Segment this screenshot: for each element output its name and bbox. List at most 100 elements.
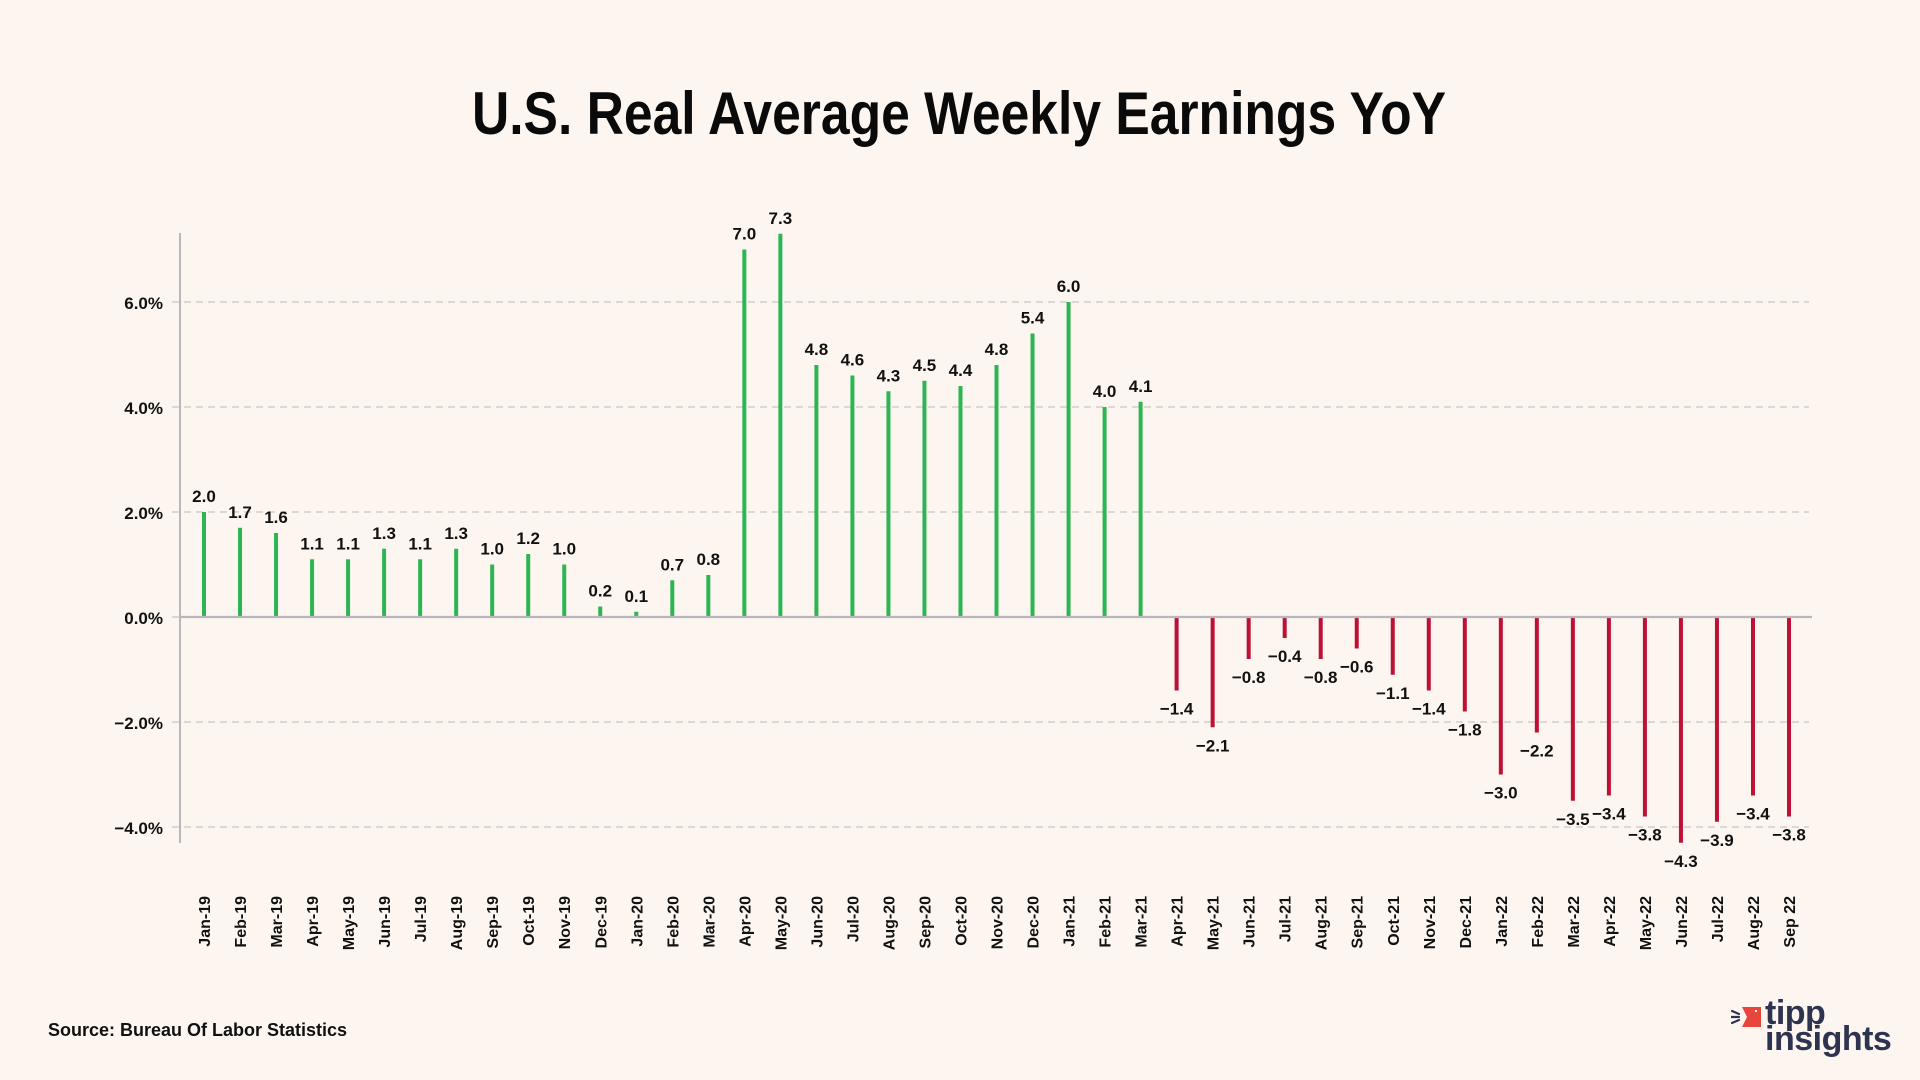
- data-label: 4.8: [985, 340, 1009, 359]
- x-tick-label: Oct-21: [1386, 896, 1403, 946]
- source-note: Source: Bureau Of Labor Statistics: [48, 1020, 348, 1040]
- x-tick-label: Jan-22: [1494, 896, 1511, 947]
- bar: [886, 391, 891, 617]
- data-label: −3.4: [1592, 805, 1626, 824]
- bar: [598, 606, 603, 617]
- bar: [1282, 617, 1287, 638]
- data-label: −0.4: [1268, 647, 1302, 666]
- x-tick-label: Aug-21: [1314, 896, 1331, 950]
- gridlines: [172, 301, 1809, 828]
- x-tick-label: Jan-21: [1062, 896, 1079, 947]
- bar: [814, 365, 819, 617]
- data-label: −0.6: [1340, 658, 1374, 677]
- data-label: 1.1: [336, 534, 360, 553]
- bar: [850, 375, 855, 617]
- data-label: −1.4: [1412, 700, 1446, 719]
- x-tick-label: Oct-20: [953, 896, 970, 946]
- bar: [1570, 617, 1575, 801]
- bar: [310, 559, 315, 617]
- data-label: 0.2: [588, 582, 612, 601]
- x-tick-label: Jul-21: [1278, 896, 1295, 942]
- data-label: 1.3: [444, 524, 468, 543]
- bar: [922, 380, 927, 617]
- bar: [1354, 617, 1359, 649]
- bar: [1246, 617, 1251, 659]
- data-label: −1.4: [1160, 700, 1194, 719]
- bar: [706, 575, 711, 617]
- x-tick-label: May-20: [773, 896, 790, 950]
- data-label: −3.9: [1700, 831, 1734, 850]
- x-tick-label: Apr-21: [1170, 896, 1187, 947]
- data-label: −4.3: [1664, 852, 1698, 871]
- data-label: 7.3: [769, 209, 793, 228]
- data-label: 6.0: [1057, 277, 1081, 296]
- bar: [526, 554, 531, 617]
- x-tick-label: Jun-20: [809, 896, 826, 948]
- data-label: 1.3: [372, 524, 396, 543]
- data-label: 0.1: [624, 587, 648, 606]
- x-tick-label: Aug-22: [1746, 896, 1763, 950]
- x-tick-label: Apr-19: [305, 896, 322, 947]
- data-label: 0.7: [660, 555, 684, 574]
- data-label: 4.4: [949, 361, 973, 380]
- x-tick-label: Aug-19: [449, 896, 466, 950]
- bar: [202, 512, 206, 617]
- x-tick-label: Nov-20: [990, 896, 1007, 949]
- data-label: −3.4: [1736, 805, 1770, 824]
- bar: [1787, 617, 1791, 817]
- data-label: 2.0: [192, 487, 216, 506]
- x-tick-label: Nov-19: [557, 896, 574, 949]
- bar: [958, 386, 963, 617]
- bar: [1066, 302, 1071, 617]
- data-label: −3.8: [1628, 826, 1662, 845]
- x-tick-label: Jun-21: [1242, 896, 1259, 948]
- bar: [1606, 617, 1611, 796]
- data-label: 1.0: [552, 540, 576, 559]
- bar: [1426, 617, 1431, 691]
- x-tick-label: Sep-20: [917, 896, 934, 949]
- bars: [202, 233, 1791, 843]
- bar: [1534, 617, 1539, 733]
- data-label: 1.0: [480, 540, 504, 559]
- bar: [778, 233, 783, 617]
- bar: [994, 365, 999, 617]
- bar: [490, 564, 495, 617]
- bar: [562, 564, 567, 617]
- x-tick-label: Jun-19: [377, 896, 394, 948]
- bar: [1210, 617, 1215, 728]
- chart-title: U.S. Real Average Weekly Earnings YoY: [471, 80, 1447, 147]
- x-tick-label: May-22: [1638, 896, 1655, 950]
- x-tick-label: Jan-19: [197, 896, 214, 947]
- data-label: −0.8: [1232, 668, 1266, 687]
- data-label: 0.8: [696, 550, 720, 569]
- y-tick-label: 4.0%: [124, 399, 163, 418]
- x-tick-label: Apr-20: [737, 896, 754, 947]
- bar: [1138, 401, 1143, 617]
- data-label: 7.0: [733, 225, 757, 244]
- x-tick-label: Jul-22: [1710, 896, 1727, 942]
- bar: [346, 559, 351, 617]
- data-label: 1.1: [408, 534, 432, 553]
- x-tick-label: Jul-20: [845, 896, 862, 942]
- bar: [1678, 617, 1683, 843]
- data-label: −3.0: [1484, 784, 1518, 803]
- x-tick-label: May-21: [1206, 896, 1223, 950]
- data-label: −2.1: [1196, 736, 1230, 755]
- data-label: 4.0: [1093, 382, 1117, 401]
- data-label: 4.3: [877, 366, 901, 385]
- x-tick-label: Dec-21: [1458, 896, 1475, 949]
- logo-word-insights: insights: [1765, 1020, 1892, 1058]
- bar: [238, 527, 243, 617]
- megaphone-icon: [1731, 1007, 1761, 1027]
- y-tick-label: 2.0%: [124, 504, 163, 523]
- bar: [1390, 617, 1395, 675]
- x-axis-ticks: Jan-19 Feb-19 Mar-19 Apr-19 May-19 Jun-19 Jul-…: [197, 896, 1799, 950]
- bar: [742, 249, 747, 617]
- y-tick-label: 6.0%: [124, 294, 163, 313]
- data-label: 4.8: [805, 340, 829, 359]
- x-tick-label: Feb-19: [233, 896, 250, 948]
- x-tick-label: Mar-21: [1134, 896, 1151, 948]
- x-tick-label: Feb-21: [1098, 896, 1115, 948]
- x-tick-label: Dec-20: [1026, 896, 1043, 949]
- bar: [1318, 617, 1323, 659]
